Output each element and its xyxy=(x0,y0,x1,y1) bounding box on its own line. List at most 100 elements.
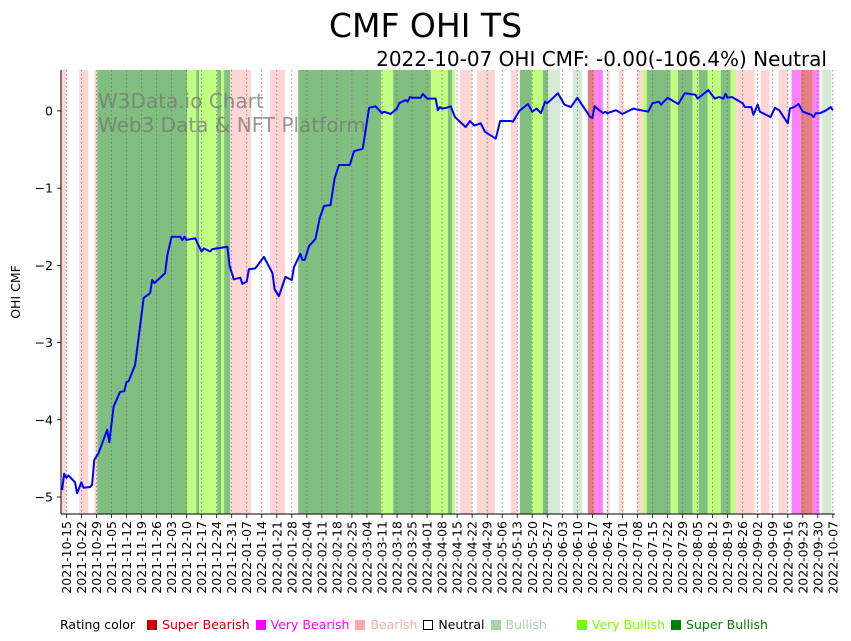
rating-band-bearish xyxy=(636,70,643,514)
rating-band-bearish xyxy=(510,70,518,514)
rating-band-very-bullish xyxy=(430,70,448,514)
y-tick-label: −1 xyxy=(35,181,53,196)
x-tick-label: 2022-09-16 xyxy=(780,521,795,594)
chart-subtitle: 2022-10-07 OHI CMF: -0.00(-106.4%) Neutr… xyxy=(376,47,827,71)
rating-band-super-bullish xyxy=(298,70,382,514)
legend-item-neutral: Neutral xyxy=(423,617,485,632)
x-tick-label: 2022-01-21 xyxy=(269,521,284,594)
rating-band-super-bullish xyxy=(217,70,222,514)
rating-band-super-bullish xyxy=(720,70,731,514)
x-tick-label: 2022-05-27 xyxy=(540,521,555,594)
rating-band-bearish xyxy=(94,70,98,514)
x-tick-label: 2022-03-25 xyxy=(405,521,420,594)
x-tick-label: 2022-07-01 xyxy=(615,521,630,594)
x-tick-label: 2022-05-13 xyxy=(510,521,525,594)
rating-band-bearish xyxy=(270,70,286,514)
x-tick-label: 2022-07-29 xyxy=(675,521,690,594)
x-tick-label: 2022-09-09 xyxy=(765,521,780,594)
legend-item-super-bullish: Super Bullish xyxy=(671,617,768,632)
x-tick-label: 2022-02-04 xyxy=(299,521,314,594)
x-tick-label: 2022-08-26 xyxy=(735,521,750,594)
rating-band-super-bearish xyxy=(587,70,595,514)
x-tick-label: 2021-12-03 xyxy=(164,521,179,594)
x-tick-label: 2022-10-07 xyxy=(825,521,840,594)
x-tick-label: 2022-06-17 xyxy=(585,521,600,594)
x-tick-label: 2022-01-14 xyxy=(254,521,269,594)
rating-band-bearish xyxy=(230,70,252,514)
legend-item-bearish: Bearish xyxy=(355,617,417,632)
legend-swatch xyxy=(423,619,434,630)
rating-band-very-bullish xyxy=(730,70,736,514)
x-tick-label: 2021-12-24 xyxy=(209,521,224,594)
legend-swatch xyxy=(490,619,501,630)
legend-item-label: Super Bullish xyxy=(686,617,768,632)
rating-band-very-bullish xyxy=(451,70,455,514)
rating-band-super-bullish xyxy=(542,70,548,514)
rating-band-super-bearish xyxy=(800,70,813,514)
rating-band-very-bearish xyxy=(812,70,820,514)
rating-band-very-bullish xyxy=(692,70,699,514)
x-tick-label: 2022-09-02 xyxy=(750,521,765,594)
rating-band-super-bullish xyxy=(224,70,231,514)
legend-item-label: Very Bullish xyxy=(591,617,666,632)
rating-band-super-bullish xyxy=(393,70,431,514)
legend-swatch xyxy=(255,619,266,630)
x-tick-label: 2022-06-03 xyxy=(555,521,570,594)
x-tick-label: 2022-03-11 xyxy=(374,521,389,594)
x-tick-label: 2022-04-29 xyxy=(480,521,495,594)
legend-swatch xyxy=(671,619,682,630)
x-tick-label: 2022-03-04 xyxy=(359,521,374,594)
y-axis-label: OHI CMF xyxy=(8,265,23,319)
rating-band-very-bullish xyxy=(221,70,225,514)
rating-band-bullish xyxy=(821,70,832,514)
legend-item-label: Very Bearish xyxy=(270,617,350,632)
rating-band-very-bullish xyxy=(642,70,647,514)
x-tick-label: 2022-02-18 xyxy=(329,521,344,594)
x-tick-label: 2022-04-08 xyxy=(435,521,450,594)
rating-band-bearish xyxy=(79,70,89,514)
legend-swatch xyxy=(147,619,158,630)
rating-band-bearish xyxy=(735,70,755,514)
x-tick-label: 2022-04-22 xyxy=(465,521,480,594)
x-tick-label: 2022-05-06 xyxy=(495,521,510,594)
x-tick-label: 2022-09-30 xyxy=(810,521,825,594)
y-tick-label: −4 xyxy=(35,412,53,427)
rating-band-bearish xyxy=(618,70,624,514)
x-tick-label: 2022-07-15 xyxy=(645,521,660,594)
series-line-ohi-cmf xyxy=(61,89,834,495)
rating-band-very-bullish xyxy=(531,70,543,514)
rating-band-bearish xyxy=(606,70,610,514)
legend-swatch xyxy=(355,619,366,630)
y-tick-label: −5 xyxy=(35,490,53,505)
rating-band-very-bullish xyxy=(187,70,197,514)
watermark-text: Web3 Data & NFT Platform xyxy=(98,113,366,137)
x-tick-label: 2022-03-18 xyxy=(390,521,405,594)
y-tick-label: −3 xyxy=(35,335,53,350)
x-tick-label: 2021-10-29 xyxy=(89,521,104,594)
rating-band-super-bullish xyxy=(646,70,671,514)
x-tick-label: 2021-10-15 xyxy=(59,521,74,594)
x-tick-label: 2022-02-11 xyxy=(314,521,329,594)
x-tick-label: 2021-11-05 xyxy=(104,521,119,594)
rating-band-very-bullish xyxy=(199,70,218,514)
legend-item-label: Neutral xyxy=(438,617,485,632)
rating-band-super-bullish xyxy=(519,70,532,514)
x-tick-label: 2022-07-08 xyxy=(630,521,645,594)
x-tick-label: 2021-10-22 xyxy=(74,521,89,594)
x-tick-label: 2022-04-15 xyxy=(450,521,465,594)
x-tick-label: 2022-01-28 xyxy=(284,521,299,594)
chart-title: CMF OHI TS xyxy=(328,6,523,45)
x-tick-label: 2022-06-24 xyxy=(600,521,615,594)
legend: Rating color Super Bearish Very Bearish Be… xyxy=(60,617,774,632)
x-tick-label: 2022-04-01 xyxy=(420,521,435,594)
x-tick-label: 2021-12-17 xyxy=(194,521,209,594)
legend-item-very-bearish: Very Bearish xyxy=(255,617,350,632)
legend-item-label: Bullish xyxy=(505,617,547,632)
x-tick-label: 2022-01-07 xyxy=(239,521,254,594)
rating-band-bearish xyxy=(760,70,770,514)
x-tick-label: 2021-11-12 xyxy=(119,521,134,594)
x-tick-label: 2022-07-22 xyxy=(660,521,675,594)
legend-item-label: Bearish xyxy=(370,617,418,632)
rating-band-very-bullish xyxy=(381,70,394,514)
